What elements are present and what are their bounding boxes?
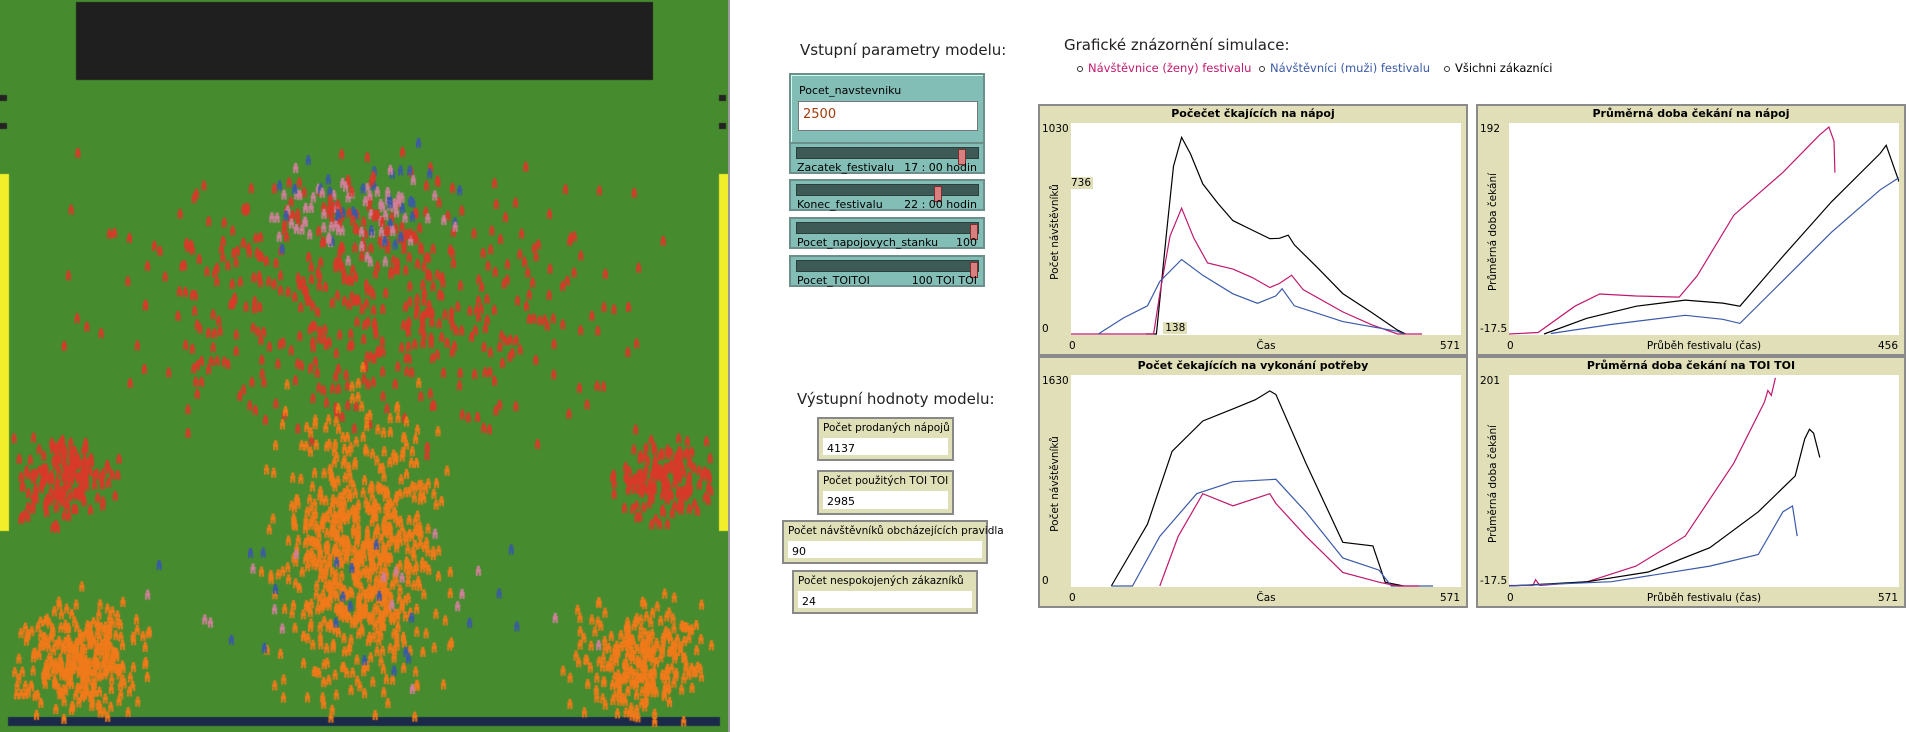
slider-konec-festivalu[interactable]: Konec_festivalu 22 : 00 hodin [789,179,985,211]
y-min-tick: -17.5 [1480,323,1508,335]
series-line-návštěvníci [1550,177,1899,335]
series-line-všichni [1146,135,1406,335]
monitor-prodane-napoje: Počet prodaných nápojů 4137 [817,417,954,461]
plot-cekajici-napoj: Počečet čkajících na nápoj 1030 0 0 571 … [1038,104,1468,356]
x-highlight-label: 138 [1163,322,1188,334]
y-axis-label: Průměrná doba čekání [1487,424,1499,544]
series-line-návštěvníci [1509,505,1798,587]
x-min-tick: 0 [1507,340,1514,352]
slider-label: Konec_festivalu [797,198,883,211]
series-line-návštěvníci [1111,478,1433,587]
monitor-value: 24 [798,591,972,608]
series-line-všichni [1543,144,1899,335]
x-axis-label: Průběh festivalu (čas) [1646,592,1762,604]
plot-title: Průměrná doba čekání na nápoj [1592,107,1790,120]
y-max-tick: 201 [1480,375,1501,387]
x-axis-label: Čas [1256,592,1276,604]
slider-handle[interactable] [970,224,978,240]
x-axis-label: Průběh festivalu (čas) [1646,340,1762,352]
series-line-všichni [1509,428,1821,587]
monitor-label: Počet nespokojených zákazníků [798,575,964,587]
legend-item-muzi: Návštěvníci (muži) festivalu [1259,61,1430,75]
monitor-pouzite-toitoi: Počet použitých TOI TOI 2985 [817,470,954,515]
slider-label: Zacatek_festivalu [797,161,895,174]
input-field[interactable]: 2500 [798,101,978,131]
monitor-label: Počet návštěvníků obcházejících pravidla [788,525,1004,537]
plot-title: Počet čekajících na vykonání potřeby [1137,359,1369,372]
inputs-title: Vstupní parametry modelu: [800,41,1007,59]
x-min-tick: 0 [1069,340,1076,352]
legend-label: Všichni zákazníci [1455,61,1553,75]
x-max-tick: 456 [1877,340,1898,352]
monitor-label: Počet prodaných nápojů [823,422,950,434]
world-view[interactable] [0,0,730,732]
circle-icon [1259,65,1265,72]
plot-title: Počečet čkajících na nápoj [1171,107,1335,120]
y-highlight-label: 736 [1069,176,1094,189]
y-min-tick: -17.5 [1480,575,1508,587]
y-max-tick: 192 [1480,123,1501,135]
series-line-návštěvníci [1097,258,1404,335]
y-axis-label: Počet návštěvníků [1049,184,1061,280]
plot-doba-cekani-napoj: Průměrná doba čekání na nápoj 192 -17.5 … [1476,104,1906,356]
plot-title: Průměrná doba čekání na TOI TOI [1586,359,1796,372]
y-axis-label: Průměrná doba čekání [1487,172,1499,292]
monitor-value: 2985 [823,491,948,509]
festival-simulation-canvas[interactable] [0,0,728,732]
plot-area [1071,123,1461,335]
slider-value: 100 TOI TOI [911,274,977,287]
legend-label: Návštěvníci (muži) festivalu [1270,61,1431,75]
series-line-návštěvnice [1509,125,1836,335]
slider-value: 100 [956,236,977,249]
graphs-title: Grafické znázornění simulace: [1064,36,1290,54]
slider-pocet-toitoi[interactable]: Pocet_TOITOI 100 TOI TOI [789,255,985,287]
x-max-tick: 571 [1439,592,1460,604]
slider-handle[interactable] [934,186,942,202]
y-min-tick: 0 [1042,575,1049,587]
series-line-návštěvnice [1159,492,1420,587]
legend-item-vsichni: Všichni zákazníci [1444,61,1552,75]
circle-icon [1444,65,1450,72]
plot-area [1509,375,1899,587]
series-line-návštěvnice [1509,377,1776,587]
pocet-navstevniku-input[interactable]: Pocet_navstevniku 2500 [789,73,985,144]
y-axis-label: Počet návštěvníků [1049,436,1061,532]
series-line-všichni [1110,390,1404,587]
monitor-value: 90 [788,541,982,558]
legend-label: Návštěvnice (ženy) festivalu [1088,61,1252,75]
x-max-tick: 571 [1877,592,1898,604]
slider-label: Pocet_TOITOI [797,274,870,287]
slider-track[interactable] [796,222,979,240]
slider-label: Pocet_napojovych_stanku [797,236,939,249]
plot-area [1509,123,1899,335]
slider-value: 17 : 00 hodin [904,161,977,174]
slider-track[interactable] [796,260,979,278]
x-min-tick: 0 [1507,592,1514,604]
y-max-tick: 1630 [1042,375,1069,387]
series-line-návštěvnice [1071,206,1423,335]
monitor-value: 4137 [823,438,948,455]
monitor-label: Počet použitých TOI TOI [823,475,949,487]
x-max-tick: 571 [1439,340,1460,352]
slider-handle[interactable] [958,149,966,165]
outputs-title: Výstupní hodnoty modelu: [797,390,995,408]
slider-pocet-napojovych-stanku[interactable]: Pocet_napojovych_stanku 100 [789,217,985,249]
slider-handle[interactable] [970,262,978,278]
legend-item-zeny: Návštěvnice (ženy) festivalu [1077,61,1251,75]
plot-doba-cekani-toitoi: Průměrná doba čekání na TOI TOI 201 -17.… [1476,356,1906,608]
circle-icon [1077,65,1083,72]
monitor-obchazejici-pravidla: Počet návštěvníků obcházejících pravidla… [782,520,1004,564]
slider-track[interactable] [796,147,979,165]
x-axis-label: Čas [1256,340,1276,352]
input-label: Pocet_navstevniku [799,84,902,97]
plot-cekajici-potreba: Počet čekajících na vykonání potřeby 163… [1038,356,1468,608]
plot-area [1071,375,1461,587]
y-min-tick: 0 [1042,323,1049,335]
x-min-tick: 0 [1069,592,1076,604]
monitor-nespokojeni-zakaznici: Počet nespokojených zákazníků 24 [792,570,978,614]
slider-zacatek-festivalu[interactable]: Zacatek_festivalu 17 : 00 hodin [789,142,985,174]
y-max-tick: 1030 [1042,123,1069,135]
slider-value: 22 : 00 hodin [904,198,977,211]
slider-track[interactable] [796,184,979,202]
